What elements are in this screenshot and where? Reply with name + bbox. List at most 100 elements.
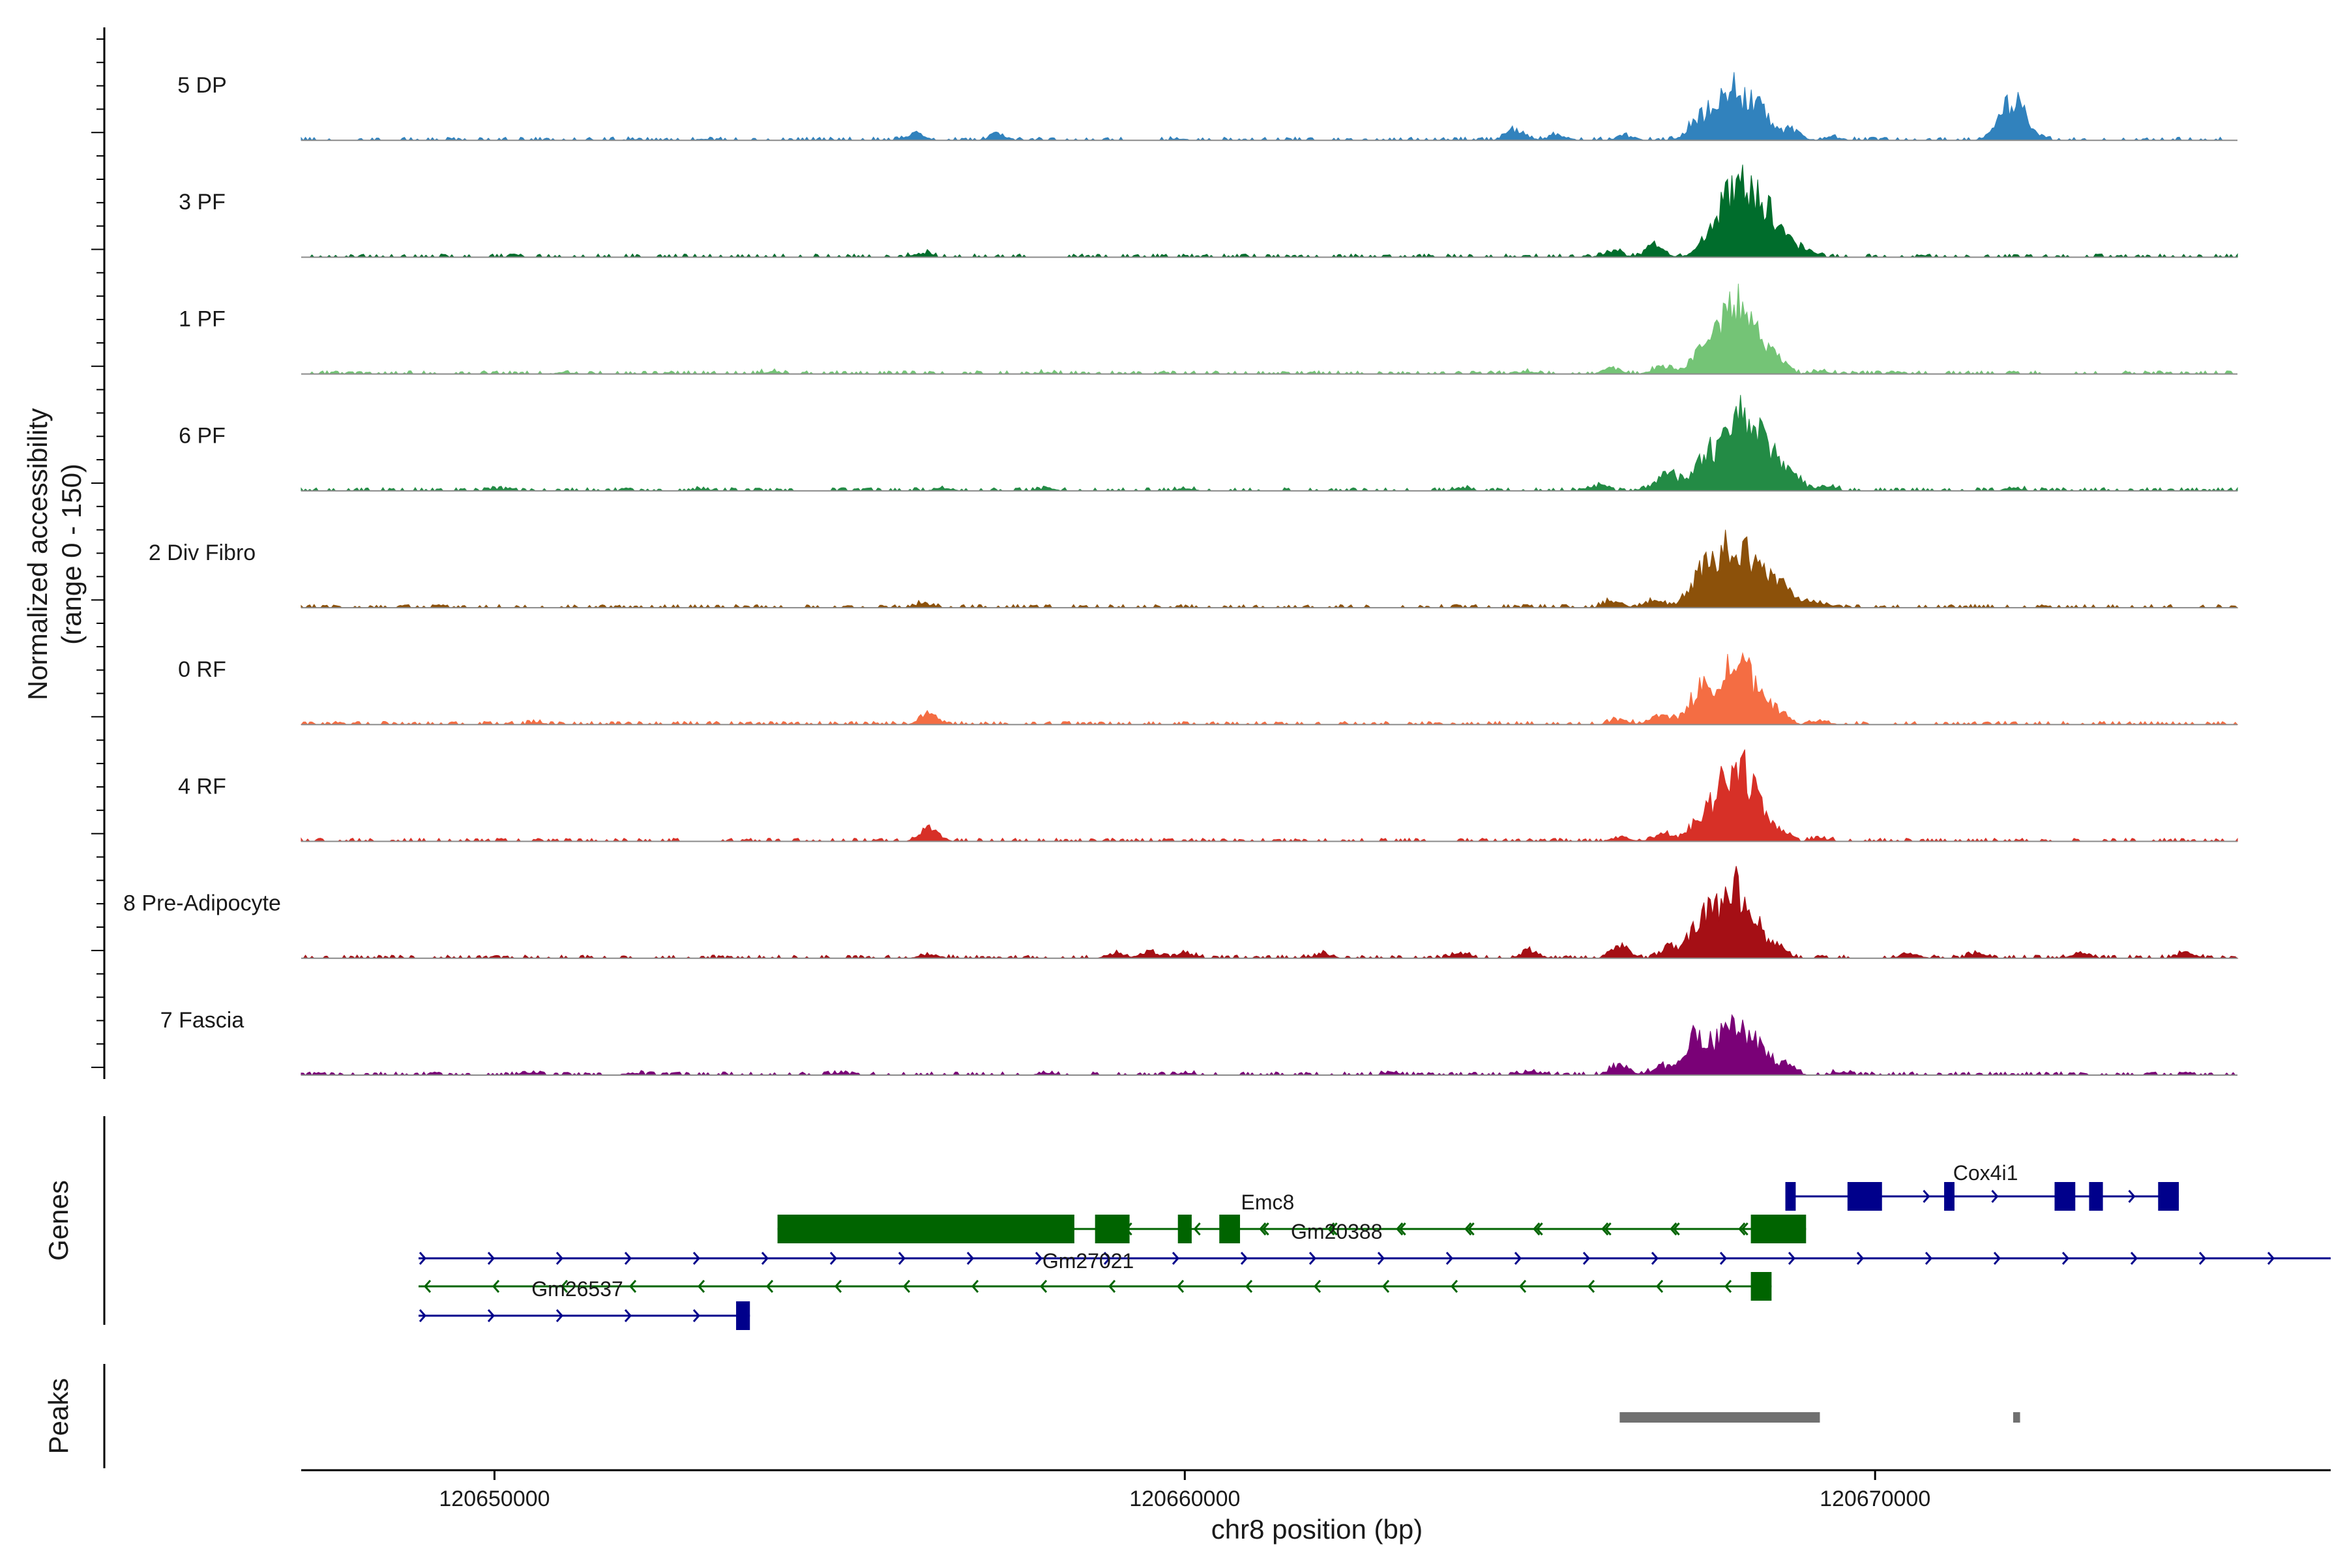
strand-arrow — [1450, 1280, 1458, 1293]
strand-arrow — [1193, 1222, 1201, 1235]
peak-region — [2013, 1412, 2020, 1423]
strand-arrow — [555, 1252, 564, 1265]
exon — [1847, 1182, 1882, 1211]
strand-arrow — [898, 1252, 906, 1265]
strand-arrow — [1035, 1252, 1043, 1265]
strand-arrow — [971, 1280, 979, 1293]
strand-arrow — [1245, 1280, 1253, 1293]
strand-arrow — [624, 1309, 632, 1322]
track-5-dp: 5 DP — [177, 72, 2237, 141]
strand-arrow — [1923, 1190, 1930, 1203]
x-tick-label: 120670000 — [1820, 1487, 1930, 1511]
coverage-area — [301, 394, 2238, 492]
gene-gm20388 — [1254, 1222, 1751, 1235]
exon — [2158, 1182, 2179, 1211]
track-2-div-fibro: 2 Div Fibro — [149, 529, 2239, 609]
coverage-tracks: 5 DP 3 PF 1 PF 6 PF 2 Div Fibro 0 RF 4 RF 8 Pre… — [123, 72, 2239, 1076]
strand-arrow — [487, 1309, 495, 1322]
strand-arrow — [1993, 1252, 2001, 1265]
exon — [736, 1301, 750, 1330]
exon — [1177, 1215, 1192, 1243]
coverage-area — [301, 529, 2239, 609]
strand-arrow — [1533, 1222, 1541, 1235]
coverage-area — [301, 284, 2237, 375]
peak-region — [1619, 1412, 1820, 1423]
strand-arrow — [1240, 1252, 1248, 1265]
exon — [2089, 1182, 2103, 1211]
strand-arrow — [1381, 1280, 1390, 1293]
track-label: 4 RF — [178, 774, 226, 799]
strand-arrow — [1103, 1252, 1112, 1265]
gene-name-label: Gm26537 — [531, 1277, 623, 1301]
strand-arrow — [560, 1280, 568, 1293]
track-3-pf: 3 PF — [179, 164, 2238, 258]
strand-arrow — [492, 1280, 500, 1293]
track-1-pf: 1 PF — [179, 284, 2237, 375]
strand-arrow — [1396, 1222, 1404, 1235]
exon — [1750, 1272, 1772, 1301]
strand-arrow — [1925, 1252, 1933, 1265]
gene-track: Cox4i1 Emc8 Gm20388 Gm27021 Gm26537 — [419, 1161, 2331, 1330]
strand-arrow — [761, 1252, 769, 1265]
coverage-area — [301, 164, 2238, 258]
genes-track-label: Genes — [43, 1180, 74, 1261]
strand-arrow — [1327, 1222, 1335, 1235]
track-label: 2 Div Fibro — [149, 540, 256, 565]
track-label: 1 PF — [179, 306, 226, 331]
strand-arrow — [1651, 1252, 1659, 1265]
strand-arrow — [1172, 1252, 1180, 1265]
y-axis-ticks — [91, 38, 104, 1069]
track-label: 8 Pre-Adipocyte — [123, 891, 281, 916]
strand-arrow — [1788, 1252, 1796, 1265]
strand-arrow — [1464, 1222, 1472, 1235]
track-0-rf: 0 RF — [178, 651, 2239, 726]
strand-arrow — [624, 1252, 632, 1265]
strand-arrow — [1108, 1280, 1116, 1293]
strand-arrow — [1856, 1252, 1865, 1265]
strand-arrow — [2128, 1190, 2136, 1203]
strand-arrow — [1587, 1280, 1595, 1293]
strand-arrow — [1518, 1280, 1527, 1293]
track-label: 7 Fascia — [160, 1008, 244, 1033]
peaks-track-label: Peaks — [43, 1378, 74, 1455]
track-7-fascia: 7 Fascia — [160, 1008, 2237, 1076]
strand-arrow — [1670, 1222, 1677, 1235]
gene-name-label: Gm27021 — [1042, 1249, 1134, 1273]
strand-arrow — [1724, 1280, 1732, 1293]
coverage-area — [300, 651, 2239, 726]
exon — [777, 1215, 1074, 1243]
strand-arrow — [692, 1309, 701, 1322]
track-4-rf: 4 RF — [178, 749, 2238, 842]
exon — [2054, 1182, 2076, 1211]
strand-arrow — [1039, 1280, 1048, 1293]
coverage-area — [301, 1014, 2237, 1076]
track-label: 3 PF — [179, 190, 226, 214]
peak-track — [1619, 1412, 2020, 1423]
strand-arrow — [1582, 1252, 1591, 1265]
coverage-area — [301, 72, 2237, 141]
gene-name-label: Cox4i1 — [1953, 1161, 2018, 1185]
track-label: 5 DP — [177, 73, 227, 98]
strand-arrow — [1514, 1252, 1522, 1265]
strand-arrow — [1259, 1222, 1267, 1235]
strand-arrow — [2061, 1252, 2070, 1265]
x-axis-ticks: 120650000 120660000 120670000 — [439, 1470, 1930, 1511]
strand-arrow — [419, 1252, 427, 1265]
strand-arrow — [1738, 1222, 1746, 1235]
strand-arrow — [1308, 1252, 1317, 1265]
x-tick-label: 120650000 — [439, 1487, 550, 1511]
strand-arrow — [1719, 1252, 1728, 1265]
strand-arrow — [692, 1252, 701, 1265]
strand-arrow — [1655, 1280, 1664, 1293]
strand-arrow — [829, 1252, 838, 1265]
strand-arrow — [1176, 1280, 1185, 1293]
exon — [1095, 1215, 1130, 1243]
strand-arrow — [423, 1280, 432, 1293]
strand-arrow — [1377, 1252, 1385, 1265]
y-axis-title: Normalized accessibility — [22, 408, 53, 700]
strand-arrow — [1601, 1222, 1609, 1235]
strand-arrow — [2130, 1252, 2138, 1265]
gene-name-label: Emc8 — [1241, 1191, 1294, 1214]
